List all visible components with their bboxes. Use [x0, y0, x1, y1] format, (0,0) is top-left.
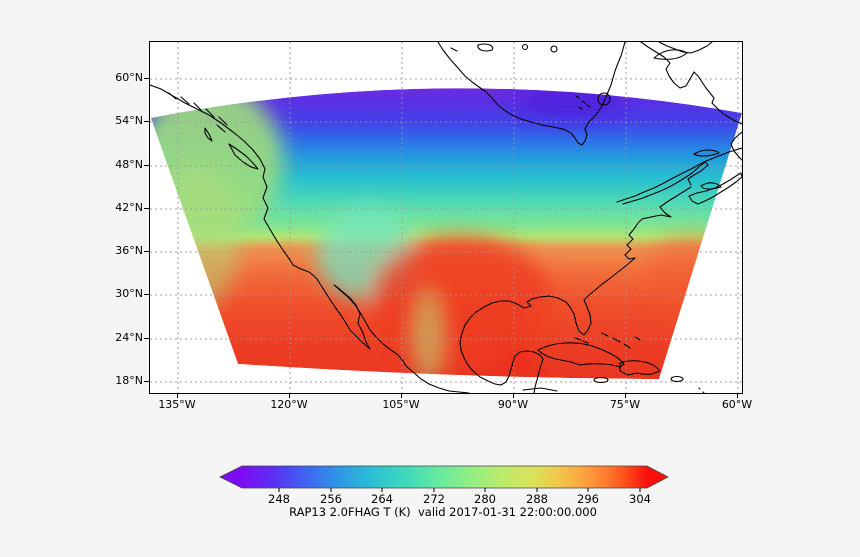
- islands-lesser-antilles: [698, 387, 705, 393]
- west-edge-mild-blob: [151, 162, 240, 312]
- ytick-mark: [144, 338, 149, 339]
- cbtick-272: 272: [423, 492, 445, 506]
- colorbar-tick-marks: [278, 488, 641, 492]
- islands-florida-keys: [574, 337, 589, 344]
- ytick-mark: [144, 165, 149, 166]
- island-hudson-strait: [653, 49, 688, 60]
- graticule-gridlines: [150, 42, 742, 393]
- xtick-90w: 90°W: [497, 398, 529, 411]
- cbtick-304: 304: [629, 492, 651, 506]
- island-hispaniola: [619, 360, 661, 376]
- texas-mexico-hot-blob: [370, 236, 550, 360]
- island-jamaica: [593, 376, 609, 384]
- island-puerto-rico: [670, 375, 684, 383]
- xtick-105w: 105°W: [382, 398, 420, 411]
- islands-bahamas: [601, 332, 641, 349]
- xtick-mark: [289, 393, 290, 398]
- atlantic-warm-blob: [645, 235, 735, 315]
- ytick-30n: 30°N: [115, 287, 143, 300]
- ytick-mark: [144, 381, 149, 382]
- yucatan-hot-spot: [496, 348, 536, 370]
- coast-baffin: [658, 42, 713, 54]
- quebec-cold-violet-spot: [519, 88, 623, 117]
- xtick-mark: [625, 393, 626, 398]
- ytick-mark: [144, 121, 149, 122]
- sierra-madre-cool-ridge: [415, 290, 441, 380]
- map-plot-area: [149, 41, 743, 394]
- xtick-75w: 75°W: [609, 398, 641, 411]
- colorbar: [218, 462, 672, 494]
- ytick-60n: 60°N: [115, 71, 143, 84]
- plot-title: RAP13 2.0FHAG T (K) valid 2017-01-31 22:…: [289, 505, 597, 519]
- temperature-field: [151, 88, 742, 380]
- cbtick-256: 256: [320, 492, 342, 506]
- coast-gaspe: [622, 161, 709, 205]
- xtick-mark: [401, 393, 402, 398]
- xtick-120w: 120°W: [270, 398, 308, 411]
- cbtick-288: 288: [526, 492, 548, 506]
- ytick-42n: 42°N: [115, 201, 143, 214]
- cbtick-296: 296: [577, 492, 599, 506]
- island-anticosti: [693, 149, 720, 157]
- coast-newfoundland: [730, 131, 742, 161]
- coast-belize: [522, 387, 558, 392]
- islands-alexander-archipelago: [168, 92, 228, 133]
- colorbar-svg: [219, 465, 669, 492]
- ytick-mark: [144, 251, 149, 252]
- cbtick-264: 264: [371, 492, 393, 506]
- ytick-54n: 54°N: [115, 114, 143, 127]
- small-lakes-quebec: [575, 95, 591, 110]
- ytick-mark: [144, 78, 149, 79]
- coast-atlantic-gulf: [459, 186, 692, 393]
- cbtick-248: 248: [268, 492, 290, 506]
- xtick-mark: [177, 393, 178, 398]
- colorbar-gradient-bar: [219, 465, 669, 489]
- island-haida-gwaii: [204, 127, 213, 142]
- coast-pacific: [150, 84, 470, 393]
- ytick-mark: [144, 294, 149, 295]
- ytick-mark: [144, 208, 149, 209]
- islands-arctic: [450, 43, 494, 52]
- xtick-mark: [513, 393, 514, 398]
- ytick-36n: 36°N: [115, 244, 143, 257]
- coastlines: [150, 42, 742, 393]
- lake-clearwater: [597, 92, 611, 106]
- island-dot-2: [521, 43, 529, 51]
- coast-st-lawrence-north: [616, 147, 742, 203]
- temperature-map-svg: [150, 42, 742, 393]
- xtick-135w: 135°W: [158, 398, 196, 411]
- coast-labrador: [640, 42, 742, 125]
- xtick-mark: [737, 393, 738, 398]
- ytick-48n: 48°N: [115, 158, 143, 171]
- coast-hudson-bay: [437, 42, 626, 146]
- ytick-18n: 18°N: [115, 374, 143, 387]
- ytick-24n: 24°N: [115, 331, 143, 344]
- island-vancouver: [228, 143, 259, 170]
- island-pei: [700, 182, 722, 190]
- xtick-60w: 60°W: [721, 398, 753, 411]
- island-dot-1: [550, 45, 558, 53]
- cbtick-280: 280: [474, 492, 496, 506]
